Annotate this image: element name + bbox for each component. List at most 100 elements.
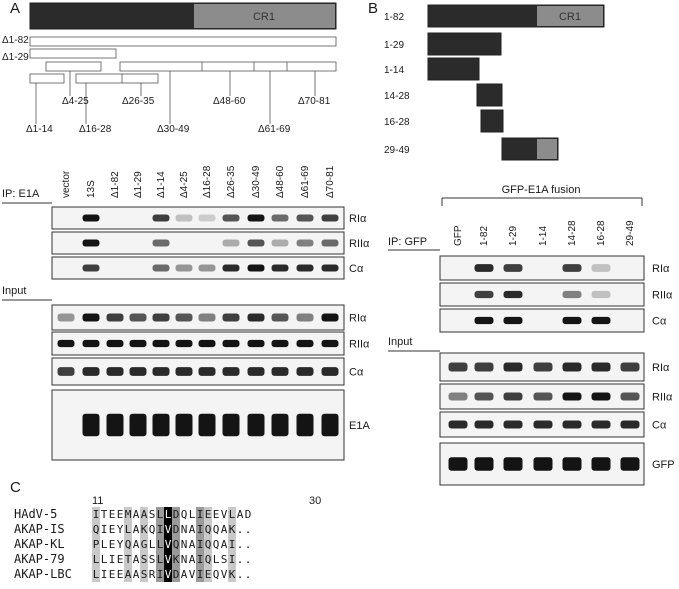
residue: I [101,523,108,536]
band [129,339,147,348]
residue: E [109,568,116,581]
residue-shading [196,507,204,522]
construct-bar [427,32,502,56]
input-blot-strip [51,357,345,386]
residue: L [149,538,156,551]
residue: A [189,523,196,536]
residue: I [197,508,204,521]
band [247,239,265,247]
residue: Q [173,538,180,551]
band [296,367,314,376]
band [321,239,339,247]
band [129,313,147,322]
residue-shading [140,522,148,537]
residue: Q [213,538,220,551]
ip-blot-strip [439,282,645,307]
residue: L [101,538,108,551]
band [129,367,147,376]
deletion-label: Δ70-81 [298,96,331,107]
lane-label: vector [61,170,72,198]
residue-shading [140,537,148,552]
band [474,264,494,272]
residue-shading [164,537,172,552]
lane-label: Δ16-28 [202,165,213,198]
band [82,239,100,247]
band [198,313,216,322]
band [152,413,170,437]
residue: L [93,568,100,581]
construct-bar [427,57,480,81]
residue: E [109,523,116,536]
blot-label: RIIα [349,238,370,250]
alignment-end-position: 30 [309,495,321,507]
residue-shading [124,522,132,537]
band [247,264,265,272]
residue: A [221,523,228,536]
ip-blot-strip [439,255,645,281]
residue: Q [149,523,156,536]
residue: E [213,508,220,521]
residue-shading [140,567,148,582]
residue-shading [172,537,180,552]
residue-shading [124,567,132,582]
residue: . [245,538,252,551]
residue: S [149,553,156,566]
residue-shading [196,552,204,567]
residue: D [245,508,252,521]
residue: N [181,538,188,551]
band [296,339,314,348]
band [448,420,468,429]
band [82,264,100,272]
residue: V [165,523,172,536]
blot-label: RIα [652,263,670,275]
construct-label: 1-14 [384,65,404,76]
residue: K [173,553,180,566]
residue-shading [204,522,212,537]
band [198,339,216,348]
band [448,362,468,372]
cr1-label: CR1 [559,11,581,23]
residue: E [117,553,124,566]
residue-shading [164,522,172,537]
residue: T [101,508,108,521]
residue: Q [213,568,220,581]
residue: A [189,553,196,566]
residue: K [229,523,236,536]
band [296,214,314,222]
band [271,367,289,376]
residue: A [133,523,140,536]
band [533,392,553,401]
lane-label: 29-49 [625,220,636,246]
residue: I [229,538,236,551]
blot-label: RIα [652,362,670,374]
band [222,339,240,348]
alignment-row-name: AKAP-IS [14,522,65,536]
cr1-region [537,6,603,26]
band [321,264,339,272]
panel-a-lane-labels: vector 13S Δ1-82 Δ1-29 Δ1-14 Δ4-25 Δ16-28 Δ26-3… [61,165,336,198]
band [296,264,314,272]
band [503,316,523,325]
residue-shading [92,552,100,567]
deletion-box-1-29 [29,48,117,59]
lane-label: Δ1-82 [110,171,121,198]
residue: I [197,553,204,566]
construct-label: 16-28 [384,117,410,128]
band [271,413,289,437]
residue-shading [196,522,204,537]
residue-shading [92,537,100,552]
residue-shading [204,507,212,522]
panel-a-letter: A [10,0,20,17]
residue-shading [228,507,236,522]
blot-label: RIα [349,313,367,325]
deletion-box-1-14 [29,73,65,84]
deletion-label: Δ1-14 [26,124,53,135]
band [448,457,468,471]
residue: V [165,538,172,551]
blot-label: Cα [652,420,667,432]
lane-label: Δ26-35 [226,165,237,198]
band [271,239,289,247]
